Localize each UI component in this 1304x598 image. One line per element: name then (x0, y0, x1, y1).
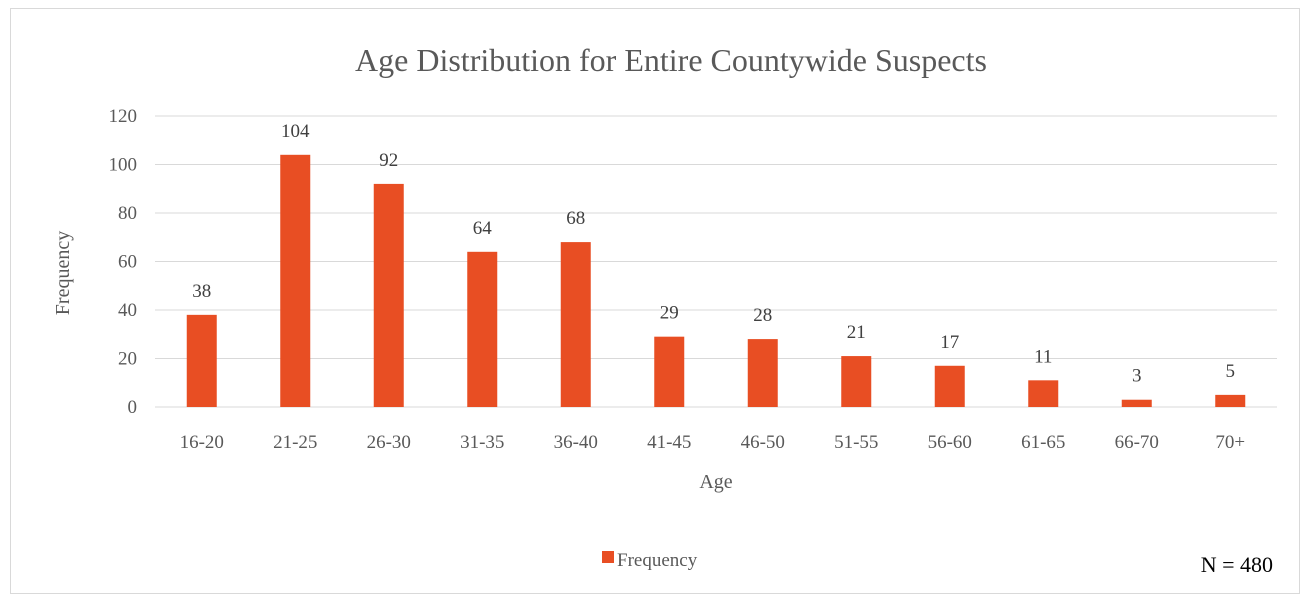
y-tick-label: 100 (109, 155, 138, 176)
bar (747, 339, 778, 407)
gridlines (155, 115, 1277, 408)
y-tick-label: 60 (118, 252, 137, 273)
y-axis-ticks: 0 20 40 60 80 100 120 (109, 106, 138, 418)
chart-title: Age Distribution for Entire Countywide S… (355, 42, 987, 78)
y-axis-title: Frequency (52, 231, 74, 315)
x-axis-ticks: 16-20 21-25 26-30 31-35 36-40 41-45 46-50 51-55… (180, 432, 1246, 453)
bar (841, 356, 872, 407)
x-tick-label: 21-25 (273, 432, 317, 453)
x-tick-label: 51-55 (834, 432, 878, 453)
legend: Frequency (602, 550, 698, 571)
bar (1028, 380, 1059, 407)
data-label: 29 (660, 303, 679, 324)
bar (186, 314, 217, 407)
x-tick-label: 46-50 (741, 432, 785, 453)
data-label: 21 (847, 322, 866, 343)
bar (373, 183, 404, 407)
x-axis-title: Age (699, 471, 732, 493)
sample-size-note: N = 480 (1201, 552, 1273, 577)
bar (1121, 399, 1152, 407)
data-label: 38 (192, 281, 211, 302)
x-tick-label: 56-60 (928, 432, 972, 453)
x-tick-label: 31-35 (460, 432, 504, 453)
data-label: 64 (473, 218, 493, 239)
y-tick-label: 80 (118, 203, 137, 224)
bar (654, 336, 685, 407)
bar (1215, 394, 1246, 407)
x-tick-label: 26-30 (367, 432, 411, 453)
y-tick-label: 40 (118, 300, 137, 321)
legend-swatch (602, 551, 614, 563)
y-tick-label: 0 (128, 397, 138, 418)
x-tick-label: 70+ (1215, 432, 1245, 453)
x-tick-label: 61-65 (1021, 432, 1065, 453)
data-label: 68 (566, 208, 585, 229)
data-label: 104 (281, 121, 310, 142)
y-tick-label: 20 (118, 349, 137, 370)
x-tick-label: 66-70 (1115, 432, 1159, 453)
bar-chart: Age Distribution for Entire Countywide S… (52, 42, 1277, 577)
x-tick-label: 36-40 (554, 432, 598, 453)
x-tick-label: 16-20 (180, 432, 224, 453)
legend-label: Frequency (617, 550, 698, 571)
data-labels: 38 104 92 64 68 29 28 21 17 11 3 5 (192, 121, 1235, 387)
chart-frame: Age Distribution for Entire Countywide S… (10, 8, 1300, 594)
y-tick-label: 120 (109, 106, 138, 127)
data-label: 5 (1226, 361, 1236, 382)
bar (560, 242, 591, 407)
x-tick-label: 41-45 (647, 432, 691, 453)
data-label: 28 (753, 305, 772, 326)
bar (934, 365, 965, 407)
data-label: 17 (940, 332, 959, 353)
bar (280, 154, 311, 407)
data-label: 92 (379, 150, 398, 171)
data-label: 3 (1132, 366, 1142, 387)
bars (186, 154, 1246, 407)
data-label: 11 (1034, 346, 1052, 367)
bar (467, 251, 498, 407)
